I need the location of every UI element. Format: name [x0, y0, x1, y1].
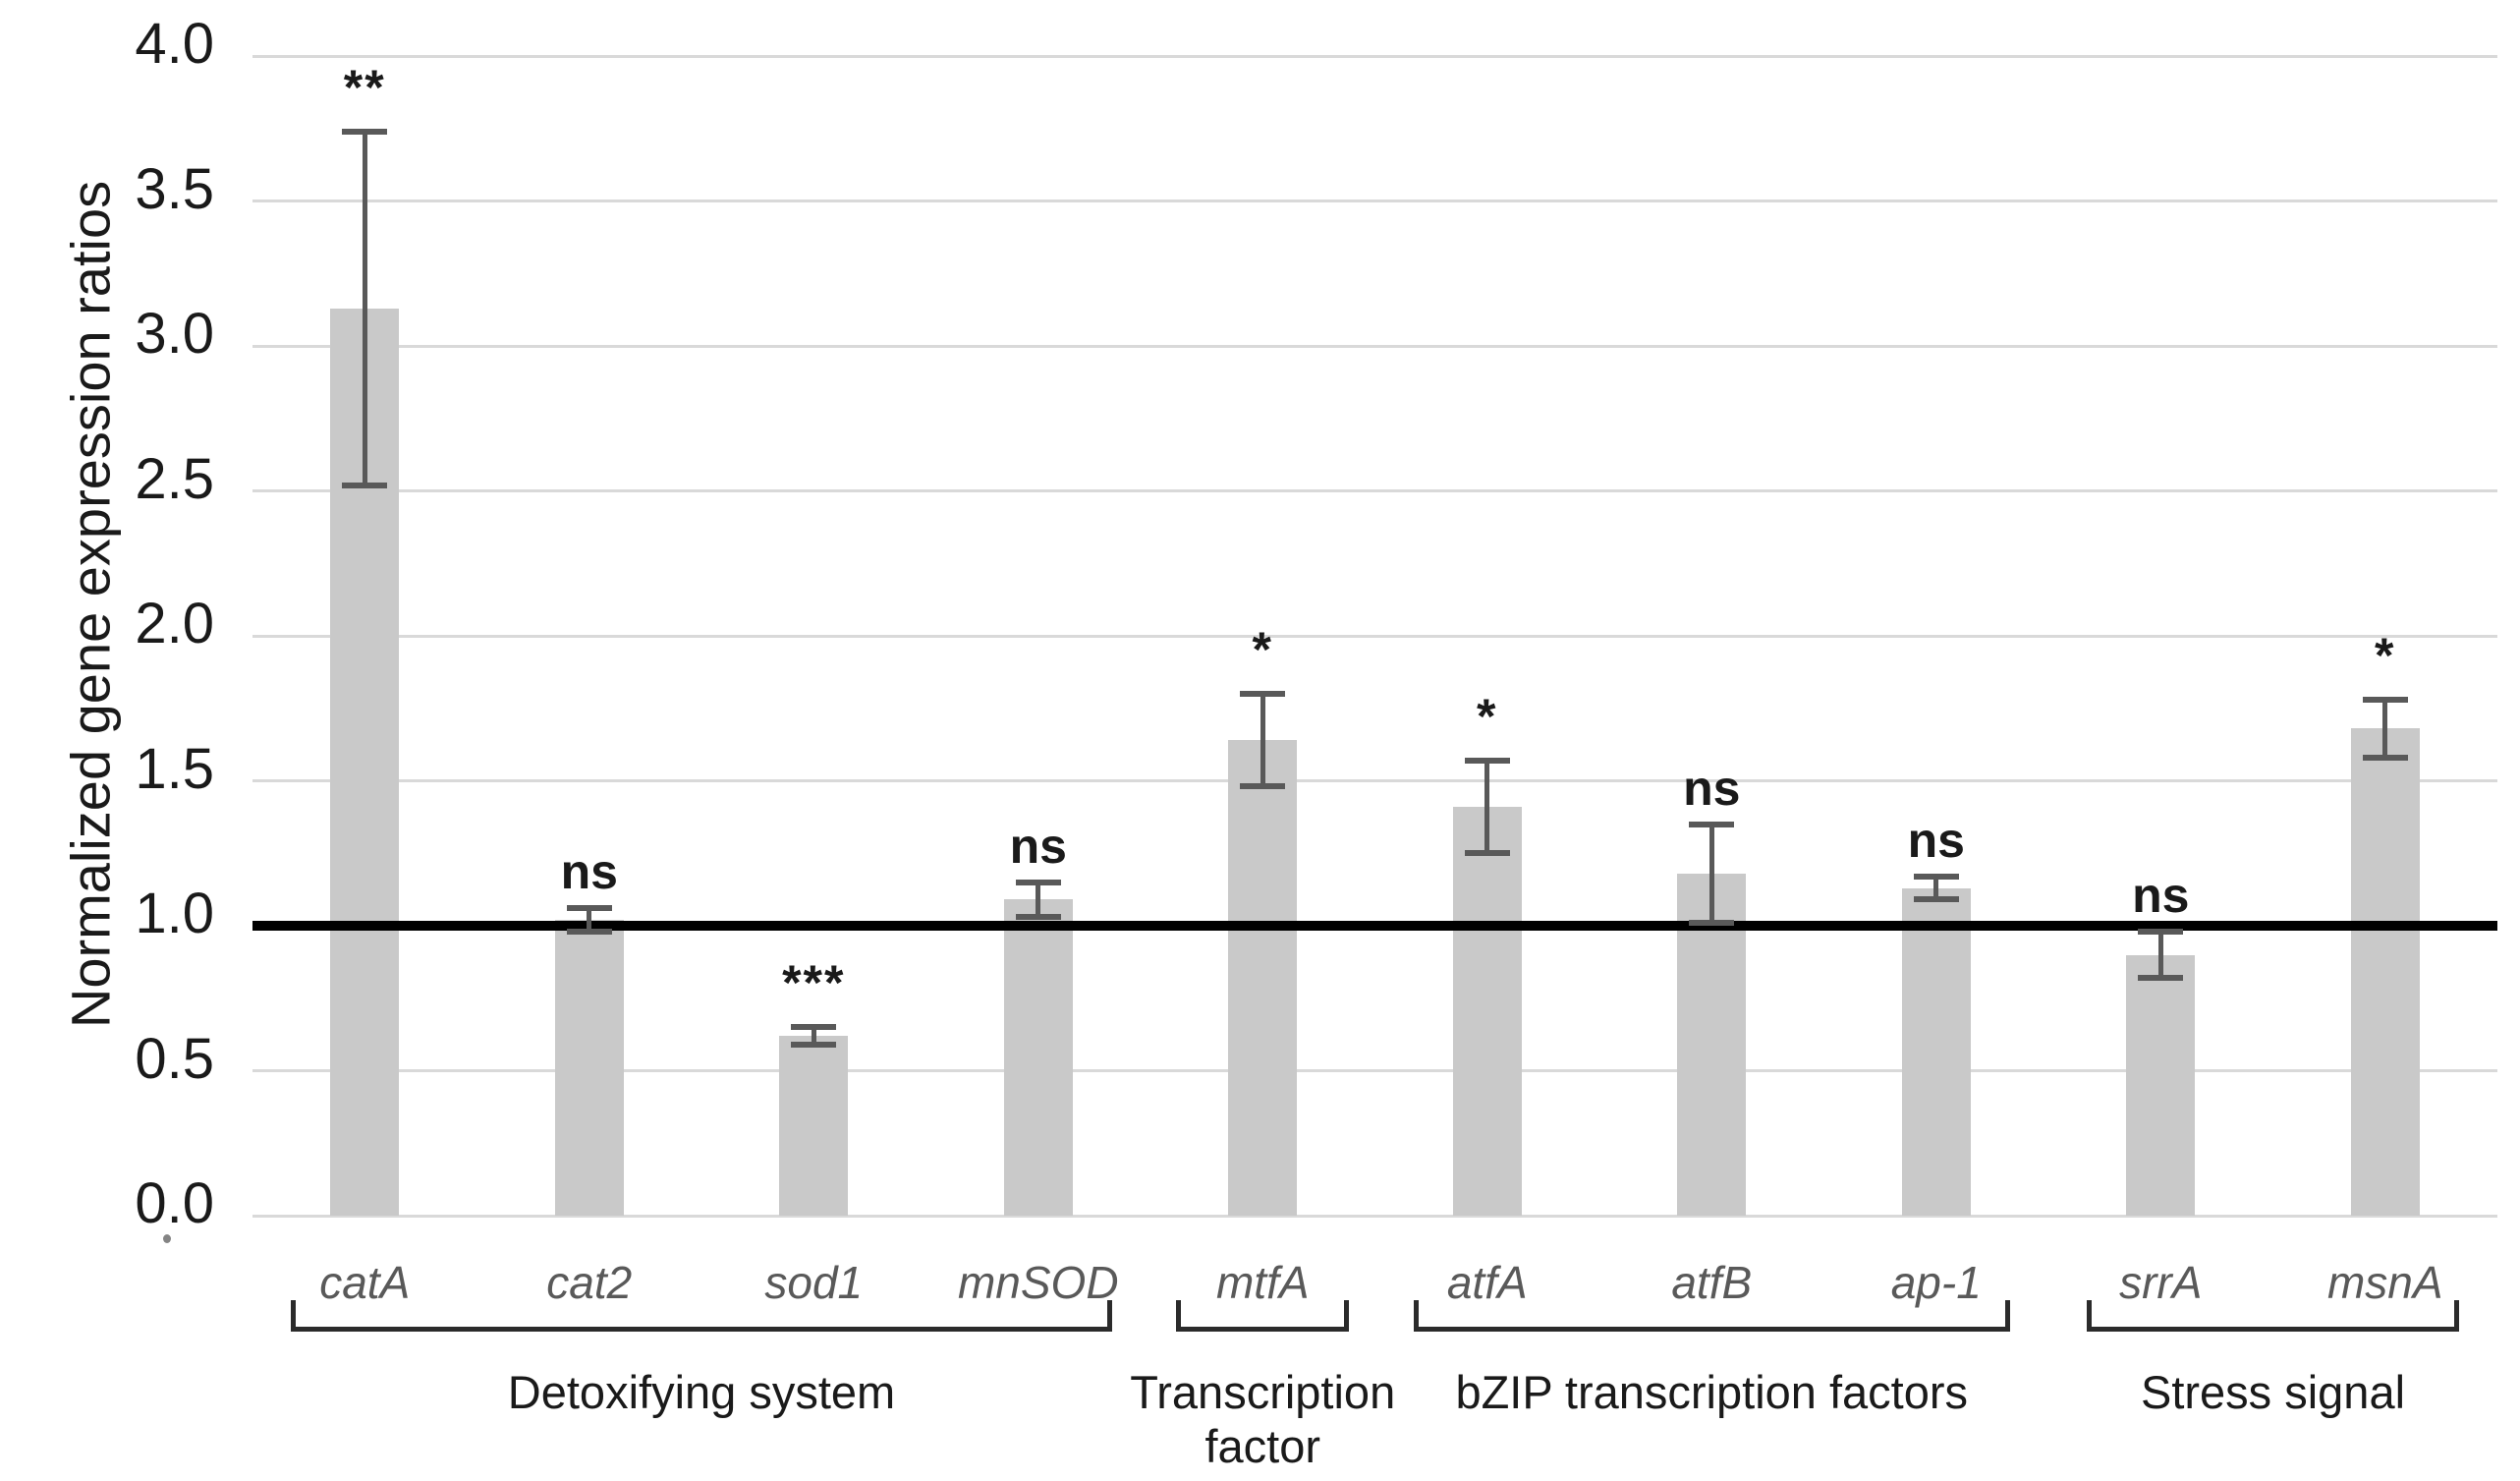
error-bar-cap-bottom-srrA: [2138, 975, 2184, 982]
significance-label-cat2: ns: [560, 844, 618, 900]
error-bar-cap-bottom-mtfA: [1240, 783, 1286, 790]
error-bar-stem-mnSOD: [1036, 882, 1041, 918]
category-label-mnSOD: mnSOD: [957, 1257, 1119, 1308]
error-bar-stem-cat2: [587, 908, 592, 932]
group-bracket-left-tick-1: [1176, 1300, 1182, 1332]
group-bracket-2: [1413, 1327, 2010, 1332]
error-bar-stem-ap-1: [1933, 876, 1939, 900]
gridline-3.5: [252, 199, 2497, 202]
bar-cat2: [554, 920, 624, 1216]
gridline-4.0: [252, 54, 2497, 58]
reference-line-1.0: [252, 921, 2497, 931]
bar-atfA: [1452, 807, 1522, 1216]
error-bar-stem-msnA: [2382, 699, 2388, 758]
error-bar-cap-top-msnA: [2362, 696, 2408, 703]
error-bar-cap-top-sod1: [791, 1024, 837, 1031]
significance-label-ap-1: ns: [1907, 812, 1965, 868]
gridline-1.5: [252, 779, 2497, 782]
category-label-ap-1: ap-1: [1890, 1257, 1982, 1308]
error-bar-stem-catA: [362, 131, 367, 485]
error-bar-cap-bottom-msnA: [2362, 754, 2408, 761]
error-bar-stem-sod1: [811, 1027, 816, 1045]
gridline-2.0: [252, 634, 2497, 638]
bar-mnSOD: [1003, 899, 1073, 1216]
category-label-atfA: atfA: [1446, 1257, 1528, 1308]
group-bracket-left-tick-3: [2087, 1300, 2093, 1332]
error-bar-cap-bottom-sod1: [791, 1041, 837, 1048]
significance-label-sod1: ***: [782, 955, 846, 1011]
gridline-2.5: [252, 489, 2497, 492]
error-bar-cap-top-atfA: [1464, 757, 1510, 764]
bar-sod1: [779, 1036, 849, 1216]
bar-ap-1: [1901, 887, 1971, 1216]
error-bar-cap-top-srrA: [2138, 928, 2184, 935]
group-bracket-right-tick-0: [1106, 1300, 1112, 1332]
significance-label-mnSOD: ns: [1009, 818, 1067, 874]
y-tick-label-3.5: 3.5: [135, 156, 214, 221]
group-label-3: Stress signal: [2140, 1366, 2406, 1418]
category-label-srrA: srrA: [2119, 1257, 2203, 1308]
group-label-0: Detoxifying system: [507, 1366, 896, 1418]
y-tick-label-2.5: 2.5: [135, 446, 214, 511]
category-label-atfB: atfB: [1671, 1257, 1753, 1308]
error-bar-stem-mtfA: [1260, 694, 1265, 787]
group-bracket-right-tick-2: [2004, 1300, 2010, 1332]
error-bar-cap-bottom-atfB: [1689, 920, 1735, 927]
gridline-0.5: [252, 1069, 2497, 1072]
gridline-3.0: [252, 344, 2497, 348]
stray-mark: [163, 1234, 171, 1243]
error-bar-cap-top-atfB: [1689, 821, 1735, 827]
category-label-catA: catA: [319, 1257, 411, 1308]
error-bar-cap-top-ap-1: [1913, 873, 1959, 880]
error-bar-cap-bottom-cat2: [566, 928, 612, 935]
category-label-cat2: cat2: [546, 1257, 633, 1308]
significance-label-srrA: ns: [2132, 867, 2190, 923]
category-label-msnA: msnA: [2326, 1257, 2443, 1308]
significance-label-catA: **: [343, 59, 386, 115]
bar-msnA: [2350, 728, 2420, 1216]
error-bar-stem-atfA: [1484, 760, 1490, 854]
error-bar-cap-bottom-catA: [342, 482, 388, 488]
group-bracket-left-tick-0: [291, 1300, 297, 1332]
y-tick-label-1.5: 1.5: [135, 736, 214, 801]
significance-label-atfA: *: [1477, 688, 1498, 744]
y-tick-label-0.5: 0.5: [135, 1026, 214, 1091]
y-tick-label-1.0: 1.0: [135, 882, 214, 945]
group-label-1: Transcription factor: [1130, 1366, 1396, 1472]
bar-srrA: [2126, 954, 2196, 1216]
group-bracket-1: [1176, 1327, 1350, 1332]
y-tick-label-0.0: 0.0: [135, 1171, 214, 1235]
error-bar-cap-top-mnSOD: [1015, 879, 1061, 885]
y-tick-label-3.0: 3.0: [135, 302, 214, 366]
significance-label-mtfA: *: [1252, 622, 1273, 677]
error-bar-stem-atfB: [1708, 824, 1714, 924]
group-bracket-0: [291, 1327, 1112, 1332]
error-bar-cap-top-cat2: [566, 905, 612, 912]
group-bracket-3: [2087, 1327, 2459, 1332]
y-tick-label-4.0: 4.0: [135, 12, 214, 76]
group-bracket-right-tick-3: [2453, 1300, 2459, 1332]
group-bracket-left-tick-2: [1413, 1300, 1419, 1332]
error-bar-cap-bottom-ap-1: [1913, 896, 1959, 903]
y-tick-label-2.0: 2.0: [135, 592, 214, 655]
category-label-sod1: sod1: [764, 1257, 864, 1308]
significance-label-atfB: ns: [1683, 760, 1741, 816]
bar-mtfA: [1228, 740, 1298, 1216]
group-label-2: bZIP transcription factors: [1455, 1366, 1969, 1418]
error-bar-stem-srrA: [2157, 931, 2163, 979]
gridline-0.0: [252, 1214, 2497, 1218]
significance-label-msnA: *: [2375, 627, 2396, 683]
category-label-mtfA: mtfA: [1215, 1257, 1310, 1308]
error-bar-cap-top-catA: [342, 128, 388, 135]
error-bar-cap-bottom-atfA: [1464, 850, 1510, 857]
error-bar-cap-bottom-mnSOD: [1015, 914, 1061, 921]
group-bracket-right-tick-1: [1344, 1300, 1350, 1332]
error-bar-cap-top-mtfA: [1240, 691, 1286, 697]
